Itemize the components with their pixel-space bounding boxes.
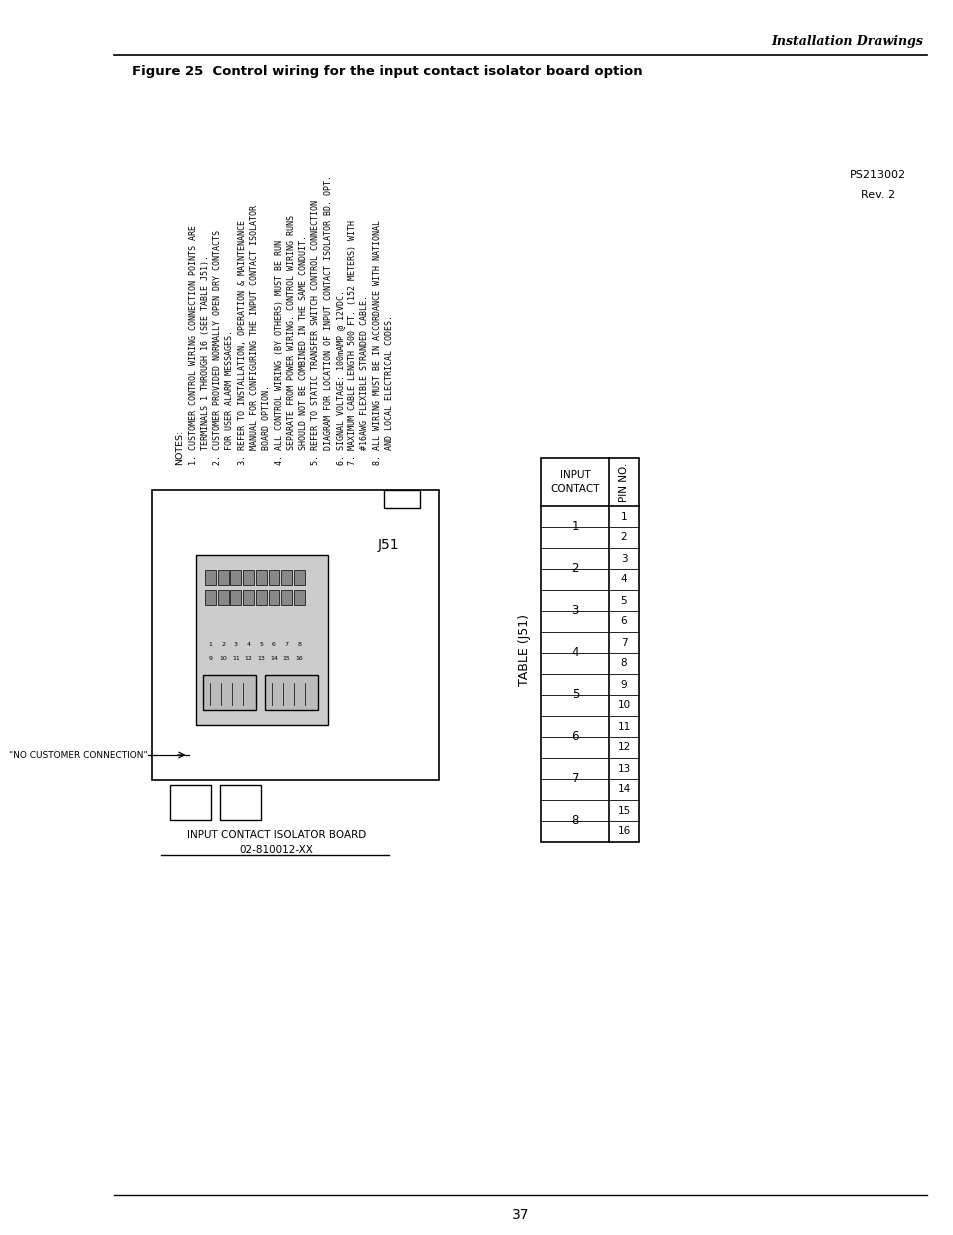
Text: 1: 1 [208,642,213,647]
Text: 6: 6 [620,616,627,626]
Text: 5: 5 [620,595,627,605]
Text: 2: 2 [571,562,578,576]
Bar [281,571,292,585]
Text: 8: 8 [571,815,578,827]
Text: 6: 6 [571,730,578,743]
Bar [203,676,255,710]
Text: 1: 1 [620,511,627,521]
Text: 15: 15 [282,656,291,661]
Bar [217,590,229,605]
Text: 3: 3 [571,604,578,618]
Text: 5: 5 [571,688,578,701]
Text: SHOULD NOT BE COMBINED IN THE SAME CONDUIT.: SHOULD NOT BE COMBINED IN THE SAME CONDU… [298,235,308,466]
Text: 16: 16 [295,656,303,661]
Bar [255,590,267,605]
Bar [268,590,279,605]
Bar [217,571,229,585]
Text: 6: 6 [272,642,275,647]
Bar [230,590,241,605]
Bar [171,785,211,820]
Text: 10: 10 [617,700,630,710]
Text: INPUT CONTACT ISOLATOR BOARD: INPUT CONTACT ISOLATOR BOARD [187,830,366,840]
Text: "NO CUSTOMER CONNECTION": "NO CUSTOMER CONNECTION" [9,751,148,760]
Text: 8: 8 [297,642,301,647]
Text: 14: 14 [617,784,630,794]
Text: 2. CUSTOMER PROVIDED NORMALLY OPEN DRY CONTACTS: 2. CUSTOMER PROVIDED NORMALLY OPEN DRY C… [213,230,222,466]
Bar [195,555,327,725]
Text: Installation Drawings: Installation Drawings [770,36,923,48]
Bar [294,590,305,605]
Text: 3: 3 [620,553,627,563]
Text: 8: 8 [620,658,627,668]
Text: 9: 9 [620,679,627,689]
Text: #16AWG FLEXIBLE STRANDED CABLE.: #16AWG FLEXIBLE STRANDED CABLE. [360,295,369,466]
Text: AND LOCAL ELECTRICAL CODES.: AND LOCAL ELECTRICAL CODES. [385,315,394,466]
Text: FOR USER ALARM MESSAGES.: FOR USER ALARM MESSAGES. [225,330,234,466]
Text: 11: 11 [232,656,239,661]
Text: 11: 11 [617,721,630,731]
Text: 3: 3 [233,642,237,647]
Text: 7: 7 [284,642,289,647]
Text: 2: 2 [221,642,225,647]
Text: 12: 12 [244,656,253,661]
Text: 16: 16 [617,826,630,836]
Text: 4. ALL CONTROL WIRING (BY OTHERS) MUST BE RUN: 4. ALL CONTROL WIRING (BY OTHERS) MUST B… [274,240,283,466]
Text: SEPARATE FROM POWER WIRING. CONTROL WIRING RUNS: SEPARATE FROM POWER WIRING. CONTROL WIRI… [287,215,295,466]
Text: 4: 4 [571,646,578,659]
Text: 1: 1 [571,520,578,534]
Bar [268,571,279,585]
Text: TABLE (J51): TABLE (J51) [517,614,531,685]
Text: Rev. 2: Rev. 2 [860,190,894,200]
Text: 2: 2 [620,532,627,542]
Text: 9: 9 [208,656,213,661]
Bar [540,458,638,842]
Text: PS213002: PS213002 [849,170,904,180]
Bar [265,676,317,710]
Text: J51: J51 [377,538,399,552]
Bar [152,490,438,781]
Bar [294,571,305,585]
Text: 1. CUSTOMER CONTROL WIRING CONNECTION POINTS ARE: 1. CUSTOMER CONTROL WIRING CONNECTION PO… [189,225,197,466]
Text: 4: 4 [620,574,627,584]
Text: BOARD OPTION.: BOARD OPTION. [262,385,271,466]
Text: 6. SIGNAL VOLTAGE: 100mAMP @ 12VDC.: 6. SIGNAL VOLTAGE: 100mAMP @ 12VDC. [335,290,345,466]
Text: DIAGRAM FOR LOCATION OF INPUT CONTACT ISOLATOR BD. OPT.: DIAGRAM FOR LOCATION OF INPUT CONTACT IS… [323,175,333,466]
Text: MANUAL FOR CONFIGURING THE INPUT CONTACT ISOLATOR: MANUAL FOR CONFIGURING THE INPUT CONTACT… [250,205,258,466]
Text: 37: 37 [511,1208,529,1221]
Bar [243,571,253,585]
Text: 13: 13 [617,763,630,773]
Bar [281,590,292,605]
Bar [220,785,261,820]
Bar [255,571,267,585]
Bar [243,590,253,605]
Text: 02-810012-XX: 02-810012-XX [239,845,314,855]
Text: 10: 10 [219,656,227,661]
Text: 4: 4 [246,642,251,647]
Text: TERMINALS 1 THROUGH 16 (SEE TABLE J51).: TERMINALS 1 THROUGH 16 (SEE TABLE J51). [201,254,210,466]
Text: INPUT
CONTACT: INPUT CONTACT [550,471,599,494]
Text: Figure 25  Control wiring for the input contact isolator board option: Figure 25 Control wiring for the input c… [132,65,642,79]
Text: 3. REFER TO INSTALLATION, OPERATION & MAINTENANCE: 3. REFER TO INSTALLATION, OPERATION & MA… [237,220,247,466]
Bar [205,571,215,585]
Text: 14: 14 [270,656,277,661]
Text: NOTES:: NOTES: [174,430,184,466]
Text: 7: 7 [571,773,578,785]
Text: 15: 15 [617,805,630,815]
Text: PIN NO.: PIN NO. [618,462,628,501]
Text: 7: 7 [620,637,627,647]
Text: 5: 5 [259,642,263,647]
Text: 8. ALL WIRING MUST BE IN ACCORDANCE WITH NATIONAL: 8. ALL WIRING MUST BE IN ACCORDANCE WITH… [373,220,381,466]
Text: 7. MAXIMUM CABLE LENGTH 500 FT. (152 METERS) WITH: 7. MAXIMUM CABLE LENGTH 500 FT. (152 MET… [348,220,356,466]
Bar [383,490,420,508]
Text: 12: 12 [617,742,630,752]
Bar [205,590,215,605]
Text: 13: 13 [257,656,265,661]
Text: 5. REFER TO STATIC TRANSFER SWITCH CONTROL CONNECTION: 5. REFER TO STATIC TRANSFER SWITCH CONTR… [311,200,320,466]
Bar [230,571,241,585]
